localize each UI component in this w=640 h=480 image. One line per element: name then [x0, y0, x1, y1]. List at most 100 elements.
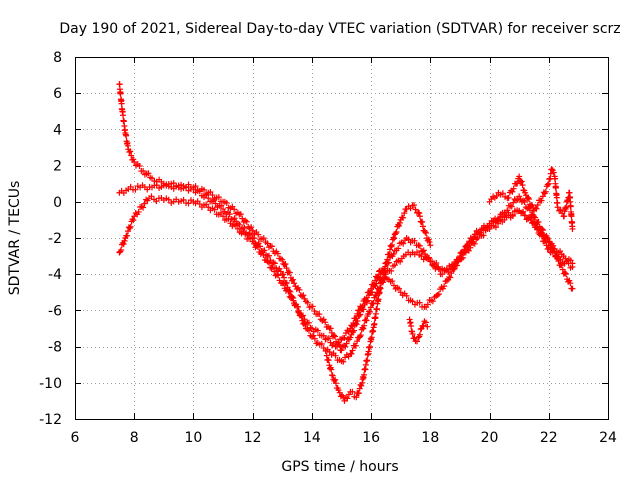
data-point [196, 188, 203, 195]
data-point [290, 297, 297, 304]
data-point [423, 229, 430, 236]
data-point [326, 365, 333, 372]
data-point [118, 100, 125, 107]
data-point [416, 210, 423, 217]
data-point [441, 283, 448, 290]
data-point [265, 252, 272, 259]
data-point [347, 334, 354, 341]
data-point [364, 357, 371, 364]
data-point [528, 201, 535, 208]
data-point [559, 266, 566, 273]
data-point [563, 270, 570, 277]
data-point [274, 250, 281, 257]
data-point [422, 229, 429, 236]
data-point [269, 264, 276, 271]
data-point [544, 234, 551, 241]
data-point [357, 332, 364, 339]
data-point [415, 242, 422, 249]
data-point [225, 215, 232, 222]
data-point [352, 342, 359, 349]
data-point [260, 235, 267, 242]
data-point [205, 195, 212, 202]
data-point [236, 221, 243, 228]
data-point [353, 315, 360, 322]
data-point [532, 221, 539, 228]
data-point [403, 292, 410, 299]
x-tick-label: 8 [130, 430, 139, 446]
data-point [545, 245, 552, 252]
data-point [414, 338, 421, 345]
data-point [295, 307, 302, 314]
data-point [393, 228, 400, 235]
data-point [233, 222, 240, 229]
data-point [201, 186, 208, 193]
data-point [363, 317, 370, 324]
data-point [242, 231, 249, 238]
data-point [237, 211, 244, 218]
data-point [265, 244, 272, 251]
data-point [340, 393, 347, 400]
data-point [569, 260, 576, 267]
data-point [325, 335, 332, 342]
data-point [300, 292, 307, 299]
data-point [241, 224, 248, 231]
data-point [192, 183, 199, 190]
data-point [443, 277, 450, 284]
data-point [185, 200, 192, 207]
data-point [294, 303, 301, 310]
data-point [467, 244, 474, 251]
data-point [123, 132, 130, 139]
data-point [190, 186, 197, 193]
data-point [128, 152, 135, 159]
data-point [550, 169, 557, 176]
data-point [509, 188, 516, 195]
data-point [408, 322, 415, 329]
data-point [384, 256, 391, 263]
data-point [391, 262, 398, 269]
data-point [282, 261, 289, 268]
data-point [367, 304, 374, 311]
y-tick-label: 4 [53, 122, 62, 138]
data-point [522, 212, 529, 219]
data-point [361, 322, 368, 329]
data-point [353, 321, 360, 328]
data-point [519, 182, 526, 189]
data-point [459, 254, 466, 261]
data-point [550, 242, 557, 249]
x-tick-label: 16 [362, 430, 380, 446]
data-point [318, 340, 325, 347]
data-point [342, 343, 349, 350]
data-point [400, 214, 407, 221]
data-point [291, 280, 298, 287]
data-point [390, 282, 397, 289]
data-point [183, 184, 190, 191]
data-point [342, 330, 349, 337]
data-point [285, 288, 292, 295]
data-point [363, 294, 370, 301]
data-point [569, 225, 576, 232]
data-point [275, 272, 282, 279]
data-point [357, 333, 364, 340]
data-point [121, 237, 128, 244]
data-point [539, 231, 546, 238]
data-point [280, 271, 287, 278]
data-point [371, 281, 378, 288]
data-point [226, 211, 233, 218]
x-tick-label: 22 [540, 430, 558, 446]
data-point [557, 248, 564, 255]
data-point [367, 289, 374, 296]
data-point [568, 213, 575, 220]
x-tick-label: 6 [71, 430, 80, 446]
data-point [507, 202, 514, 209]
data-point [338, 347, 345, 354]
data-point [344, 395, 351, 402]
data-point [126, 149, 133, 156]
data-point [557, 206, 564, 213]
data-point [316, 311, 323, 318]
data-point [349, 323, 356, 330]
data-point [465, 247, 472, 254]
data-point [357, 311, 364, 318]
data-point [279, 256, 286, 263]
data-point [273, 271, 280, 278]
